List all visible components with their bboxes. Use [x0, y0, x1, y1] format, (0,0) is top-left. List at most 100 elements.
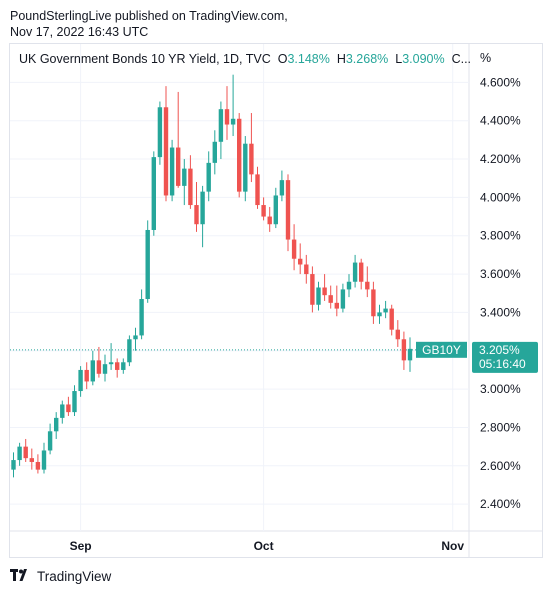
scale-unit-label[interactable]: %	[480, 51, 492, 65]
legend-title: UK Government Bonds 10 YR Yield, 1D, TVC	[19, 52, 271, 66]
candle-body	[54, 417, 59, 432]
candle[interactable]	[255, 166, 260, 209]
candle[interactable]	[121, 358, 126, 374]
candle[interactable]	[72, 385, 77, 416]
candle-body	[261, 205, 266, 217]
candle-body	[352, 262, 358, 282]
candle[interactable]	[340, 283, 346, 313]
candle[interactable]	[102, 354, 108, 382]
candle-body	[84, 369, 89, 382]
candle[interactable]	[60, 400, 65, 424]
candle[interactable]	[273, 187, 278, 229]
footer: TradingView	[10, 569, 111, 584]
candle[interactable]	[212, 130, 217, 175]
candle[interactable]	[35, 454, 41, 474]
candle[interactable]	[407, 337, 413, 372]
candle[interactable]	[261, 197, 266, 221]
tradingview-logo-icon[interactable]	[10, 569, 32, 584]
candle-body	[145, 229, 150, 300]
candle[interactable]	[230, 74, 236, 137]
candle[interactable]	[346, 274, 352, 298]
candle[interactable]	[365, 266, 370, 298]
candle[interactable]	[54, 412, 59, 439]
candle[interactable]	[389, 304, 394, 336]
candle[interactable]	[401, 331, 407, 370]
candle[interactable]	[188, 155, 193, 209]
candle[interactable]	[334, 285, 339, 317]
candle[interactable]	[206, 151, 211, 202]
candle-body	[249, 143, 254, 175]
candle[interactable]	[108, 343, 114, 370]
candle[interactable]	[328, 285, 333, 309]
candle[interactable]	[298, 243, 303, 275]
publisher-info: PoundSterlingLive published on TradingVi…	[10, 8, 288, 40]
candle[interactable]	[23, 438, 28, 462]
candle[interactable]	[316, 281, 321, 311]
candle-body	[255, 174, 260, 206]
candle[interactable]	[359, 258, 364, 290]
candle[interactable]	[383, 300, 388, 319]
candle[interactable]	[182, 159, 187, 206]
candle[interactable]	[151, 151, 156, 236]
publish-date: Nov 17, 2022 16:43 UTC	[10, 25, 149, 39]
candle[interactable]	[115, 358, 120, 378]
candle-body	[29, 458, 34, 462]
candle[interactable]	[163, 86, 169, 202]
candle[interactable]	[29, 448, 34, 470]
candle[interactable]	[11, 452, 16, 478]
candle-body	[133, 335, 138, 340]
candle[interactable]	[90, 350, 95, 386]
candle[interactable]	[267, 206, 272, 232]
candle[interactable]	[377, 304, 382, 324]
candle[interactable]	[145, 220, 150, 303]
candle[interactable]	[157, 101, 163, 165]
candle-body	[346, 281, 352, 290]
candle[interactable]	[279, 170, 285, 202]
candle[interactable]	[218, 101, 224, 160]
candle[interactable]	[133, 327, 138, 351]
candle-body	[35, 461, 41, 470]
candle-body	[243, 143, 248, 192]
candle[interactable]	[17, 442, 22, 466]
y-tick-label: 3.000%	[480, 382, 521, 396]
candle-body	[328, 295, 333, 303]
symbol-tag[interactable]: GB10Y	[416, 341, 467, 358]
candle[interactable]	[249, 113, 254, 183]
candle[interactable]	[169, 139, 175, 202]
candle-body	[121, 362, 126, 370]
candle-body	[11, 460, 16, 470]
candle[interactable]	[41, 442, 47, 474]
candle[interactable]	[285, 174, 291, 252]
candle-body	[182, 168, 187, 186]
candle[interactable]	[96, 346, 102, 378]
candle[interactable]	[224, 86, 230, 140]
candle[interactable]	[291, 224, 297, 271]
candle[interactable]	[194, 182, 199, 232]
y-tick-label: 4.600%	[480, 75, 521, 89]
candle-body	[359, 262, 364, 282]
candle[interactable]	[78, 366, 83, 397]
candle[interactable]	[322, 274, 327, 301]
price-tag-countdown: 05:16:40	[479, 357, 526, 371]
candle[interactable]	[176, 91, 181, 188]
candle[interactable]	[66, 396, 71, 416]
x-tick-label: Oct	[254, 539, 274, 553]
candle[interactable]	[84, 362, 89, 390]
candle[interactable]	[127, 335, 132, 367]
footer-brand[interactable]: TradingView	[37, 569, 112, 584]
candle[interactable]	[310, 266, 315, 313]
candle[interactable]	[200, 185, 205, 248]
candle[interactable]	[352, 254, 358, 288]
candle[interactable]	[139, 289, 144, 340]
candle[interactable]	[304, 254, 309, 284]
candle-body	[334, 302, 339, 309]
candle-body	[47, 431, 53, 451]
candle-body	[41, 450, 47, 470]
candle[interactable]	[371, 281, 376, 324]
candle-body	[224, 109, 230, 125]
candle[interactable]	[395, 320, 400, 347]
candle[interactable]	[243, 136, 248, 202]
candle[interactable]	[47, 423, 53, 455]
candle[interactable]	[237, 113, 242, 198]
